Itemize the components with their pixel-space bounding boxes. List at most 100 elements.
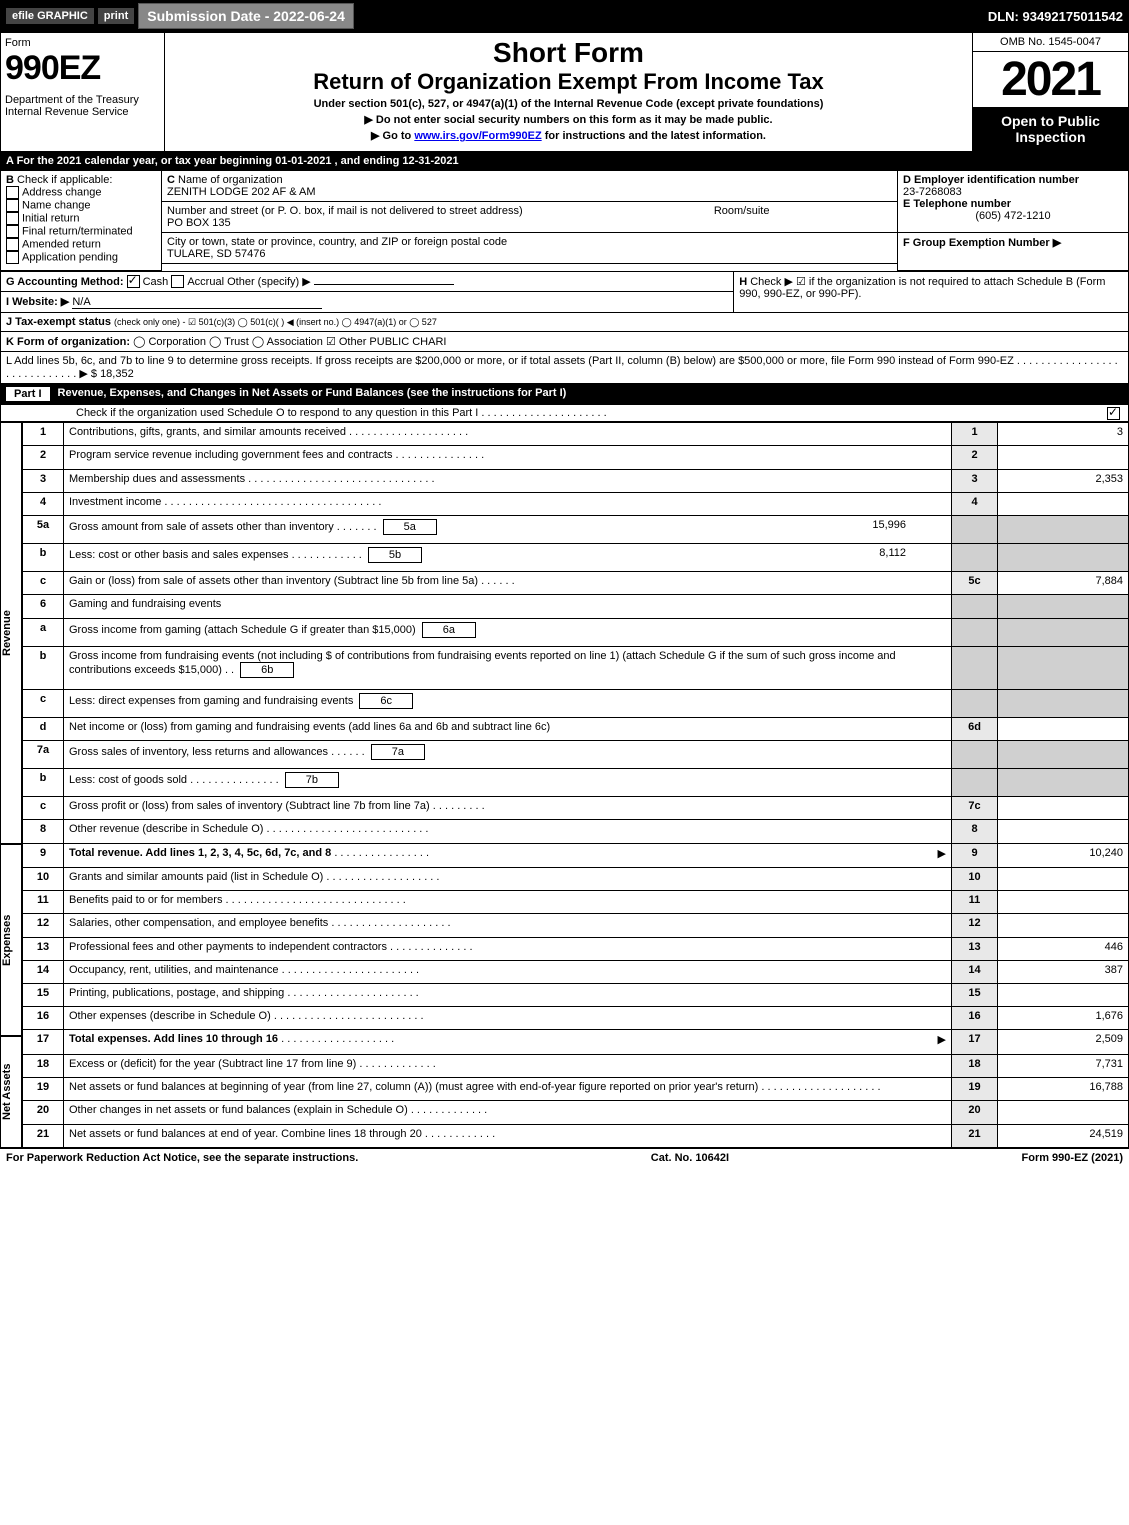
form-header: Form 990EZ Department of the Treasury In… [0, 32, 1129, 152]
line-5b-inamt: 8,112 [879, 547, 946, 559]
line-12-num: 12 [23, 914, 64, 937]
line-3-desc: Membership dues and assessments [69, 473, 245, 485]
section-h-text: Check ▶ ☑ if the organization is not req… [739, 276, 1105, 300]
line-4-amt [998, 492, 1129, 515]
line-3-num: 3 [23, 469, 64, 492]
part1-label: Part I [6, 387, 50, 401]
opt-amended: Amended return [22, 238, 101, 250]
line-7c-box: 7c [952, 797, 998, 820]
line-11-desc: Benefits paid to or for members [69, 894, 222, 906]
section-k-label: K Form of organization: [6, 336, 130, 348]
omb-label: OMB No. 1545-0047 [973, 33, 1128, 52]
irs-link[interactable]: www.irs.gov/Form990EZ [414, 130, 541, 142]
part1-title: Revenue, Expenses, and Changes in Net As… [58, 387, 567, 401]
section-b-label: B [6, 174, 14, 186]
line-21-amt: 24,519 [998, 1124, 1129, 1148]
line-17-num: 17 [23, 1030, 64, 1054]
accrual-label: Accrual [187, 276, 224, 288]
line-6d-num: d [23, 717, 64, 740]
line-2-desc: Program service revenue including govern… [69, 449, 392, 461]
line-5c-num: c [23, 572, 64, 595]
form-word: Form [5, 37, 160, 49]
line-9-desc: Total revenue. Add lines 1, 2, 3, 4, 5c,… [69, 847, 331, 859]
line-4-desc: Investment income [69, 496, 161, 508]
final-return-checkbox[interactable] [6, 225, 19, 238]
line-5c-desc: Gain or (loss) from sale of assets other… [69, 575, 478, 587]
footer-row: For Paperwork Reduction Act Notice, see … [0, 1148, 1129, 1167]
line-13-desc: Professional fees and other payments to … [69, 941, 387, 953]
form-ref: Form 990-EZ (2021) [1022, 1152, 1123, 1164]
tax-year: 2021 [973, 52, 1128, 107]
print-button[interactable]: print [98, 8, 134, 24]
other-label: Other (specify) ▶ [227, 276, 311, 288]
line-13-box: 13 [952, 937, 998, 960]
name-change-checkbox[interactable] [6, 199, 19, 212]
name-of-org-label: Name of organization [178, 174, 283, 186]
line-13-num: 13 [23, 937, 64, 960]
section-g-label: G Accounting Method: [6, 276, 124, 288]
line-11-num: 11 [23, 891, 64, 914]
phone-value: (605) 472-1210 [903, 210, 1123, 222]
line-21-desc: Net assets or fund balances at end of ye… [69, 1128, 422, 1140]
info-table: B Check if applicable: Address change Na… [0, 170, 1129, 271]
line-10-amt [998, 867, 1129, 890]
city-label: City or town, state or province, country… [167, 236, 507, 248]
section-j-label: J Tax-exempt status [6, 316, 111, 328]
line-1-num: 1 [23, 423, 64, 446]
line-8-box: 8 [952, 820, 998, 843]
line-18-box: 18 [952, 1054, 998, 1077]
submission-date: Submission Date - 2022-06-24 [138, 3, 354, 29]
line-20-desc: Other changes in net assets or fund bala… [69, 1104, 408, 1116]
ein-value: 23-7268083 [903, 186, 962, 198]
line-10-box: 10 [952, 867, 998, 890]
line-17-desc: Total expenses. Add lines 10 through 16 [69, 1033, 278, 1045]
paperwork-notice: For Paperwork Reduction Act Notice, see … [6, 1152, 358, 1164]
app-pending-checkbox[interactable] [6, 251, 19, 264]
line-6a-inbox: 6a [422, 622, 476, 638]
street-label: Number and street (or P. O. box, if mail… [167, 205, 711, 217]
line-5c-amt: 7,884 [998, 572, 1129, 595]
line-5b-desc: Less: cost or other basis and sales expe… [69, 549, 289, 561]
cash-checkbox[interactable] [127, 275, 140, 288]
line-17-amt: 2,509 [998, 1030, 1129, 1054]
form-number: 990EZ [5, 49, 160, 88]
line-6a-num: a [23, 618, 64, 646]
opt-addr: Address change [22, 186, 102, 198]
section-l-amount: 18,352 [100, 368, 134, 380]
line-16-num: 16 [23, 1007, 64, 1030]
line-7a-num: 7a [23, 740, 64, 768]
line-17-box: 17 [952, 1030, 998, 1054]
line-21-box: 21 [952, 1124, 998, 1148]
part1-header: Part I Revenue, Expenses, and Changes in… [0, 384, 1129, 404]
line-11-box: 11 [952, 891, 998, 914]
return-title: Return of Organization Exempt From Incom… [169, 69, 968, 95]
section-l-text: L Add lines 5b, 6c, and 7b to line 9 to … [6, 355, 1014, 367]
line-6d-desc: Net income or (loss) from gaming and fun… [69, 721, 550, 733]
line-6-num: 6 [23, 595, 64, 618]
room-label: Room/suite [714, 205, 770, 217]
line-3-box: 3 [952, 469, 998, 492]
department-label: Department of the Treasury [5, 94, 160, 106]
line-2-num: 2 [23, 446, 64, 469]
line-8-num: 8 [23, 820, 64, 843]
line-7c-num: c [23, 797, 64, 820]
line-9-amt: 10,240 [998, 843, 1129, 867]
accrual-checkbox[interactable] [171, 275, 184, 288]
line-1-box: 1 [952, 423, 998, 446]
section-d-label: D Employer identification number [903, 174, 1079, 186]
city-value: TULARE, SD 57476 [167, 248, 265, 260]
line-6c-num: c [23, 689, 64, 717]
schedule-o-checkbox[interactable] [1107, 407, 1120, 420]
opt-final: Final return/terminated [22, 225, 133, 237]
initial-return-checkbox[interactable] [6, 212, 19, 225]
addr-change-checkbox[interactable] [6, 186, 19, 199]
line-9-num: 9 [23, 843, 64, 867]
section-e-label: E Telephone number [903, 198, 1011, 210]
section-c-label: C [167, 174, 175, 186]
line-14-amt: 387 [998, 960, 1129, 983]
line-12-box: 12 [952, 914, 998, 937]
section-l-arrow: ▶ $ [79, 368, 97, 380]
section-a-row: A For the 2021 calendar year, or tax yea… [0, 152, 1129, 170]
amended-checkbox[interactable] [6, 238, 19, 251]
line-5b-inbox: 5b [368, 547, 422, 563]
